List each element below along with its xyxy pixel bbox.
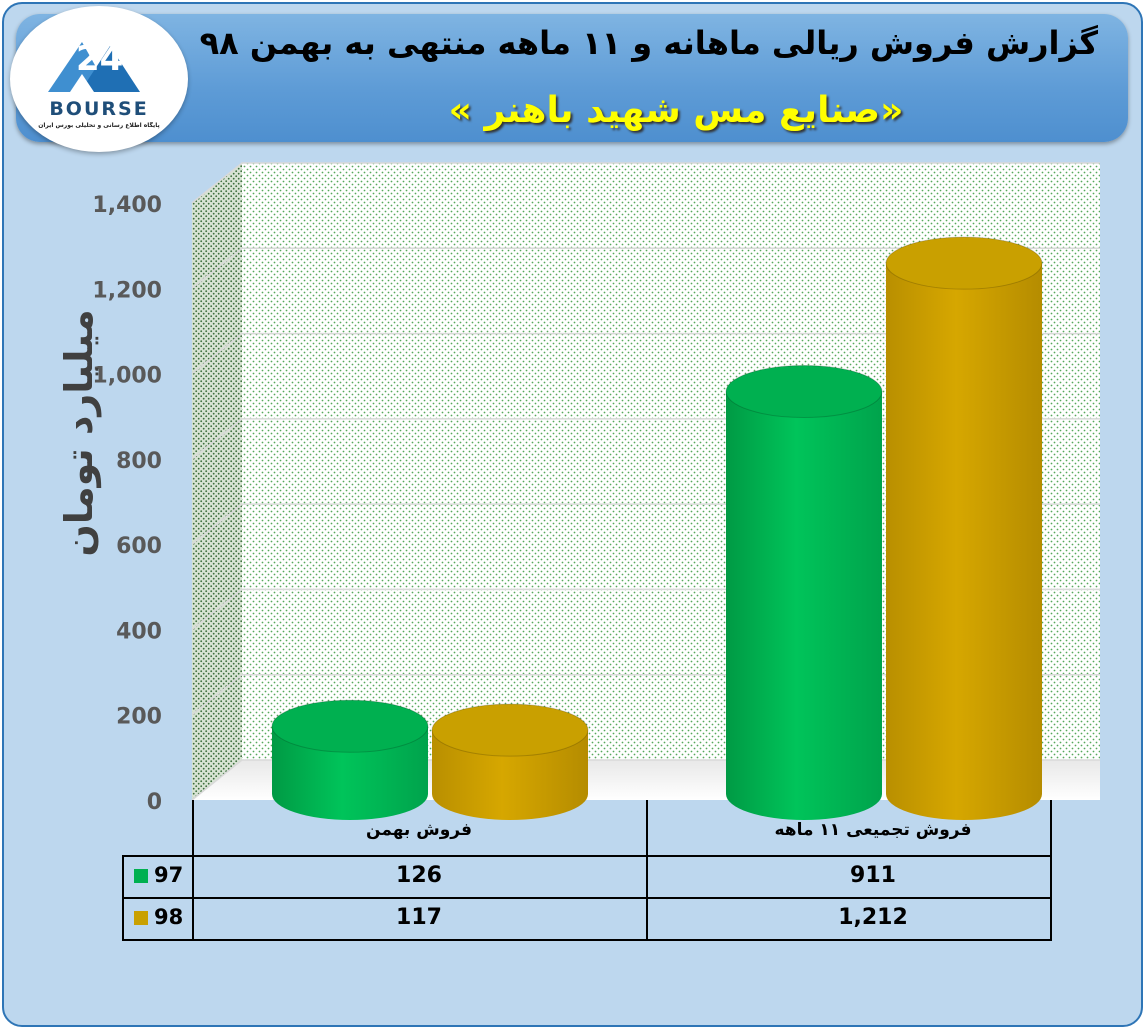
bar: [271, 699, 429, 820]
company-subtitle: «صنایع مس شهید باهنر »: [448, 90, 904, 131]
gridline: [191, 247, 1100, 289]
y-tick-label: 200: [116, 705, 162, 730]
y-tick-label: 1,000: [92, 364, 162, 389]
y-tick-label: 0: [147, 790, 162, 815]
y-axis-label: میلیارد تومان: [57, 309, 101, 556]
y-tick-label: 600: [116, 534, 162, 559]
bar: [725, 365, 883, 820]
svg-text:24: 24: [76, 39, 123, 79]
y-tick-label: 1,200: [92, 278, 162, 303]
bar-top: [885, 236, 1043, 290]
bourse-logo: 24 BOURSE پایگاه اطلاع رسانی و تحلیلی بو…: [10, 6, 188, 152]
bar-body: [726, 391, 882, 820]
bar-top: [431, 703, 589, 757]
y-axis: 0 200 400 600 800 1,000 1,200 1,400: [92, 193, 162, 815]
bar-top: [725, 365, 883, 419]
side-wall: [192, 163, 242, 800]
bar: [885, 236, 1043, 820]
bar: [431, 703, 589, 820]
logo-mark-icon: 24: [48, 39, 140, 92]
chart-title: گزارش فروش ریالی ماهانه و ۱۱ ماهه منتهی …: [199, 24, 1098, 62]
logo-caption: پایگاه اطلاع رسانی و تحلیلی بورس ایران: [38, 122, 160, 129]
y-tick-label: 800: [116, 449, 162, 474]
header-banner: گزارش فروش ریالی ماهانه و ۱۱ ماهه منتهی …: [16, 14, 1128, 142]
bars: [271, 236, 1043, 820]
bar-body: [886, 263, 1042, 820]
gridline: [191, 332, 1100, 375]
y-tick-label: 1,400: [92, 193, 162, 218]
bar-top: [271, 699, 429, 753]
bar-body: [272, 726, 428, 820]
y-tick-label: 400: [116, 619, 162, 644]
logo-wordmark: BOURSE: [49, 98, 149, 120]
gridline: [191, 162, 1100, 204]
